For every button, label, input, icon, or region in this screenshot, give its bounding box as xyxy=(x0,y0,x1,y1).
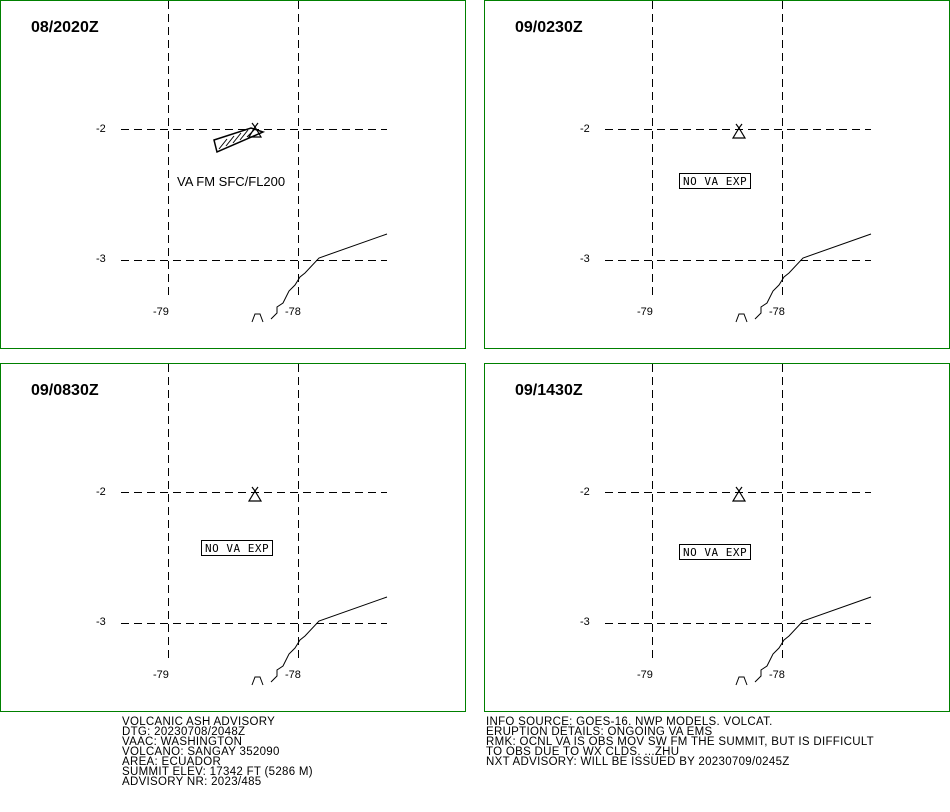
volcano-icon xyxy=(247,122,263,138)
forecast-panel-2: 09/0830Z -2 -3 -79 -78 NO VA EXP xyxy=(0,363,466,712)
advisory-summit: SUMMIT ELEV: 17342 FT (5286 M) xyxy=(122,766,313,778)
advisory-details: INFO SOURCE: GOES-16. NWP MODELS. VOLCAT… xyxy=(486,716,874,768)
advisory-vaac: VAAC: WASHINGTON xyxy=(122,736,243,748)
advisory-volcano: VOLCANO: SANGAY 352090 xyxy=(122,746,280,758)
forecast-panel-0: 08/2020Z -2 -3 -79 -78 VA FM SFC/FL200 xyxy=(0,0,466,349)
lat-label-top: -2 xyxy=(580,486,590,498)
panel-time: 09/0230Z xyxy=(515,19,583,36)
map-graphic xyxy=(121,364,388,686)
map-graphic xyxy=(121,1,388,323)
advisory-title: VOLCANIC ASH ADVISORY xyxy=(122,716,276,728)
panel-time: 09/1430Z xyxy=(515,382,583,399)
panel-time: 09/0830Z xyxy=(31,382,99,399)
info-source: INFO SOURCE: GOES-16. NWP MODELS. VOLCAT… xyxy=(486,716,773,728)
forecast-panel-3: 09/1430Z -2 -3 -79 -78 NO VA EXP xyxy=(484,363,950,712)
map-graphic xyxy=(605,1,872,323)
lon-label-right: -78 xyxy=(769,306,785,318)
ash-label: VA FM SFC/FL200 xyxy=(177,174,286,189)
remarks-line-2: TO OBS DUE TO WX CLDS. ...ZHU xyxy=(486,746,680,758)
volcano-icon xyxy=(731,123,747,139)
advisory-area: AREA: ECUADOR xyxy=(122,756,222,768)
lon-label-left: -79 xyxy=(637,306,653,318)
no-ash-label: NO VA EXP xyxy=(679,173,752,189)
lat-label-top: -2 xyxy=(96,486,106,498)
no-ash-label: NO VA EXP xyxy=(679,544,752,560)
lon-label-right: -78 xyxy=(285,306,301,318)
volcano-icon xyxy=(731,486,747,502)
forecast-panel-1: 09/0230Z -2 -3 -79 -78 NO VA EXP xyxy=(484,0,950,349)
lat-label-bottom: -3 xyxy=(96,616,106,628)
panel-time: 08/2020Z xyxy=(31,19,99,36)
eruption-details: ERUPTION DETAILS: ONGOING VA EMS xyxy=(486,726,713,738)
remarks-line-1: RMK: OCNL VA IS OBS MOV SW FM THE SUMMIT… xyxy=(486,736,874,748)
lat-label-top: -2 xyxy=(580,123,590,135)
lon-label-left: -79 xyxy=(153,306,169,318)
lat-label-bottom: -3 xyxy=(580,616,590,628)
lon-label-left: -79 xyxy=(153,669,169,681)
map-graphic xyxy=(605,364,872,686)
advisory-number: ADVISORY NR: 2023/485 xyxy=(122,776,262,788)
advisory-dtg: DTG: 20230708/2048Z xyxy=(122,726,246,738)
grid-lines xyxy=(605,364,871,660)
lat-label-bottom: -3 xyxy=(580,253,590,265)
grid-lines xyxy=(121,1,387,297)
advisory-header: VOLCANIC ASH ADVISORY DTG: 20230708/2048… xyxy=(122,716,313,788)
volcano-icon xyxy=(247,486,263,502)
grid-lines xyxy=(121,364,387,660)
grid-lines xyxy=(605,1,871,297)
lon-label-left: -79 xyxy=(637,669,653,681)
no-ash-label: NO VA EXP xyxy=(201,540,274,556)
lon-label-right: -78 xyxy=(285,669,301,681)
lat-label-top: -2 xyxy=(96,123,106,135)
coastline xyxy=(251,596,388,686)
lon-label-right: -78 xyxy=(769,669,785,681)
next-advisory: NXT ADVISORY: WILL BE ISSUED BY 20230709… xyxy=(486,756,790,768)
ash-polygon xyxy=(213,127,266,154)
lat-label-bottom: -3 xyxy=(96,253,106,265)
coastline xyxy=(251,233,388,323)
coastline xyxy=(735,596,872,686)
coastline xyxy=(735,233,872,323)
